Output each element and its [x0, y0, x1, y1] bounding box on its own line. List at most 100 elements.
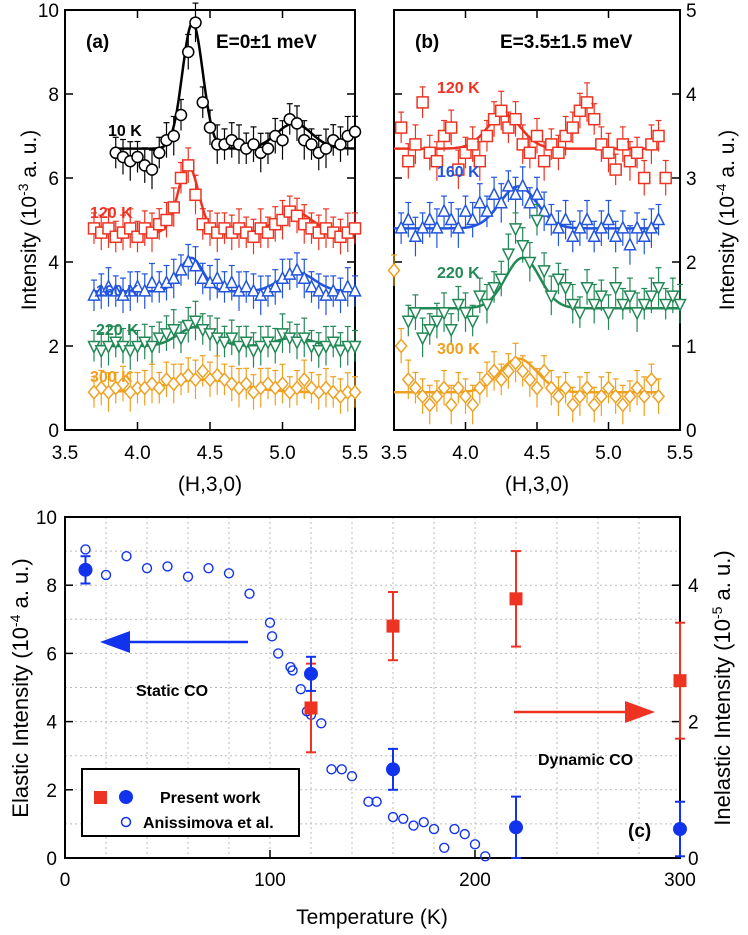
a-point-0-8: [167, 129, 180, 143]
c-ytick-left-label-0: 0: [46, 849, 57, 870]
b-point-1-6: [437, 203, 451, 217]
b-point-1-20: [537, 203, 551, 217]
b-point-2-21: [551, 273, 566, 287]
a-point-0-23: [276, 133, 289, 147]
b-point-1-13: [487, 186, 501, 201]
b-ytick-label-0: 0: [686, 421, 697, 442]
a-point-0-13: [203, 121, 217, 134]
panel-c-ylabel-right: Inelastic Intensity (10-5 a. u.): [709, 550, 735, 825]
b-point-2-7: [451, 298, 466, 313]
c-anissimova-point-31: [469, 839, 481, 850]
a-point-3-28: [290, 336, 304, 350]
b-point-1-17: [515, 178, 530, 192]
b-point-2-17: [523, 256, 537, 271]
b-point-2-30: [616, 298, 630, 313]
a-xtick-label-2: 4.5: [197, 443, 223, 464]
b-point-3-14: [487, 363, 501, 379]
b-point-0-14: [495, 104, 508, 118]
b-point-0-3: [416, 96, 429, 109]
b-point-2-9: [465, 315, 480, 329]
c-anissimova-point-3: [141, 562, 153, 574]
b-point-3-15: [494, 371, 508, 388]
b-point-2-5: [437, 307, 451, 321]
b-point-2-33: [637, 298, 651, 313]
c-elastic-point-1: [304, 666, 318, 681]
b-fit-curve-3: [394, 357, 659, 394]
a-series-label-3: 220 K: [96, 322, 139, 339]
b-point-3-1: [394, 338, 408, 354]
a-point-4-14: [189, 371, 202, 388]
b-point-0-5: [430, 154, 444, 168]
a-point-3-36: [348, 340, 362, 355]
a-point-2-36: [348, 283, 362, 297]
panel-a-ylabel: Intensity (10-3 a. u.): [15, 130, 41, 311]
legend-open-circle-marker: [120, 816, 132, 828]
c-anissimova-point-9: [264, 617, 276, 628]
panel-a-ticks: 3.5 4.0 4.5 5.0 5.5 0 2 4 6 8 10: [38, 1, 368, 464]
a-point-1-6: [131, 230, 144, 244]
b-point-3-24: [559, 380, 573, 396]
a-series-4: [87, 355, 362, 414]
panel-a-series: 10 K 120 K 160 K 220 K 300 K: [87, 2, 362, 414]
a-point-2-35: [341, 279, 355, 293]
a-point-0-6: [153, 146, 166, 160]
b-point-3-21: [537, 363, 551, 379]
b-point-1-32: [623, 237, 637, 251]
panel-c-grid: [65, 517, 680, 858]
b-point-2-20: [544, 290, 559, 304]
a-point-1-24: [261, 226, 275, 239]
a-point-3-11: [167, 323, 181, 338]
panel-a-title: E=0±1 meV: [216, 32, 317, 53]
b-point-2-37: [666, 290, 680, 304]
a-point-2-17: [210, 270, 224, 285]
c-anissimova-point-26: [418, 816, 429, 828]
b-point-3-2: [401, 371, 415, 388]
a-point-3-20: [232, 340, 246, 355]
b-point-2-6: [444, 323, 458, 338]
b-point-3-5: [423, 397, 437, 413]
legend-present-label: Present work: [160, 790, 261, 807]
c-elastic-point-3: [509, 820, 523, 835]
a-point-3-34: [333, 344, 348, 359]
b-point-0-36: [652, 129, 665, 143]
a-point-1-2: [102, 222, 115, 235]
b-point-2-8: [458, 307, 473, 321]
b-point-2-2: [415, 332, 430, 346]
c-xtick-label-0: 0: [60, 870, 71, 891]
b-point-0-25: [573, 104, 587, 118]
b-point-1-24: [566, 228, 580, 243]
b-point-2-18: [530, 214, 544, 229]
b-ytick-label-4: 4: [686, 85, 697, 106]
b-point-2-32: [630, 307, 644, 321]
b-point-2-35: [651, 281, 666, 296]
b-point-2-27: [594, 290, 609, 304]
b-point-1-34: [637, 228, 651, 243]
legend-circle-marker: [119, 790, 133, 804]
b-point-1-21: [544, 211, 559, 226]
a-point-2-25: [268, 279, 282, 293]
b-ytick-label-1: 1: [686, 337, 697, 358]
a-point-1-10: [160, 213, 173, 227]
a-point-2-30: [304, 279, 319, 293]
b-xtick-label-3: 5.0: [595, 443, 621, 464]
b-point-1-35: [644, 220, 659, 234]
c-anissimova-point-5: [182, 571, 194, 582]
b-point-3-26: [573, 388, 587, 405]
a-point-2-7: [138, 283, 152, 297]
a-point-1-22: [247, 230, 260, 244]
b-point-2-12: [487, 281, 501, 296]
b-point-1-27: [587, 228, 601, 243]
a-point-2-14: [188, 258, 203, 272]
a-point-2-33: [326, 283, 340, 297]
a-point-4-21: [239, 376, 253, 392]
b-point-3-32: [616, 397, 630, 413]
a-point-1-13: [182, 159, 195, 172]
b-point-3-31: [609, 388, 623, 405]
b-point-0-7: [444, 121, 458, 134]
b-point-3-20: [530, 380, 544, 396]
b-point-3-6: [430, 388, 444, 405]
b-point-2-38: [673, 298, 687, 313]
b-point-3-33: [623, 388, 637, 405]
a-point-2-31: [312, 283, 326, 297]
